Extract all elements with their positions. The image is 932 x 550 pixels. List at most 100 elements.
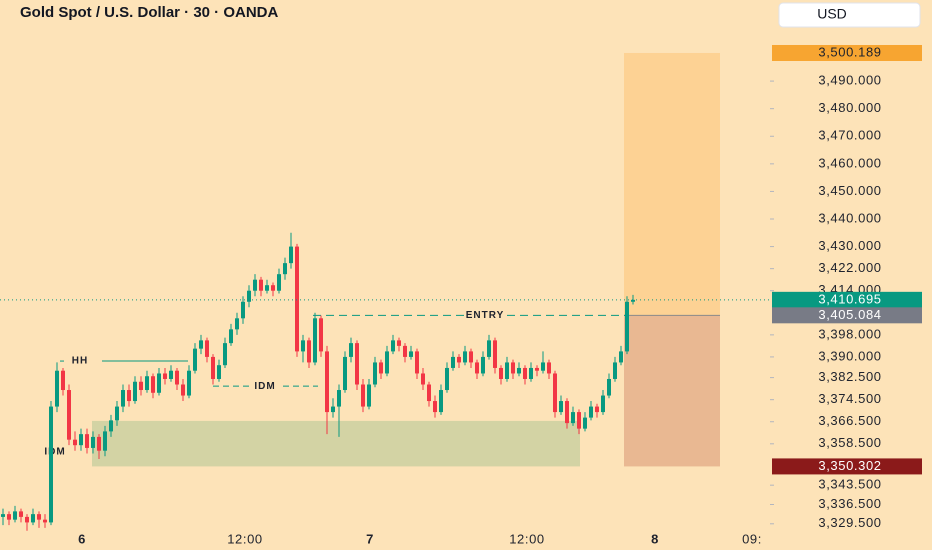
- candle-body: [295, 246, 299, 352]
- candle-body: [133, 381, 137, 402]
- candle-body: [469, 351, 473, 363]
- candle-body: [619, 351, 623, 363]
- candle-body: [271, 285, 275, 291]
- x-tick-label: 6: [78, 531, 86, 546]
- candle-body: [583, 417, 587, 429]
- y-tick-label: 3,366.500: [818, 413, 881, 428]
- candle-body: [607, 378, 611, 396]
- price-marker: [772, 307, 922, 324]
- candle-body: [385, 351, 389, 374]
- candle-body: [553, 373, 557, 413]
- candle-body: [19, 511, 23, 517]
- candle-body: [499, 367, 503, 379]
- candle-body: [445, 367, 449, 391]
- candle-body: [79, 434, 83, 446]
- candle-body: [517, 367, 521, 374]
- candle-body: [211, 356, 215, 379]
- chart-title: Gold Spot / U.S. Dollar · 30 · OANDA: [20, 4, 279, 21]
- candle-body: [259, 279, 263, 291]
- y-tick-label: 3,440.000: [818, 210, 881, 225]
- candle-body: [397, 340, 401, 346]
- x-tick-label: 09:: [742, 531, 762, 546]
- candle-body: [565, 401, 569, 424]
- y-tick-label: 3,374.500: [818, 391, 881, 406]
- candle-body: [427, 384, 431, 402]
- candle-body: [175, 370, 179, 385]
- candle-body: [145, 376, 149, 391]
- candle-body: [487, 340, 491, 357]
- candle-body: [235, 318, 239, 330]
- price-marker-label: 3,410.695: [818, 291, 881, 306]
- candle-body: [7, 514, 11, 520]
- candle-body: [481, 356, 485, 374]
- candle-body: [121, 390, 125, 407]
- candle-body: [103, 431, 107, 451]
- candle-body: [241, 301, 245, 319]
- candle-body: [247, 290, 251, 302]
- candle-body: [49, 406, 53, 523]
- stop-zone: [624, 315, 720, 467]
- candle-body: [55, 370, 59, 407]
- candle-body: [1, 514, 5, 517]
- candle-body: [67, 390, 71, 440]
- candle-body: [601, 395, 605, 413]
- x-tick-label: 8: [651, 531, 659, 546]
- candle-body: [265, 285, 269, 291]
- y-tick-label: 3,336.500: [818, 496, 881, 511]
- candle-body: [31, 514, 35, 523]
- y-tick-label: 3,490.000: [818, 73, 881, 88]
- candle-body: [415, 351, 419, 374]
- annotation-label: HH: [72, 356, 88, 367]
- candle-body: [511, 362, 515, 374]
- candle-body: [91, 436, 95, 448]
- annotation-label: IDM: [254, 381, 275, 392]
- candle-body: [421, 373, 425, 385]
- y-tick-label: 3,460.000: [818, 155, 881, 170]
- y-tick-label: 3,470.000: [818, 128, 881, 143]
- candle-body: [43, 519, 47, 523]
- candle-body: [151, 376, 155, 393]
- x-tick-label: 12:00: [227, 531, 263, 546]
- candle-body: [199, 340, 203, 349]
- candle-body: [355, 343, 359, 385]
- candle-body: [613, 362, 617, 379]
- candle-body: [523, 367, 527, 379]
- target-zone: [624, 52, 720, 316]
- y-tick-label: 3,422.000: [818, 260, 881, 275]
- annotation-label: ENTRY: [466, 310, 505, 321]
- candle-body: [373, 362, 377, 385]
- candle-body: [577, 412, 581, 429]
- candle-body: [541, 362, 545, 371]
- candle-body: [97, 436, 101, 451]
- candle-body: [277, 274, 281, 291]
- candle-body: [571, 412, 575, 424]
- candle-body: [181, 384, 185, 396]
- price-marker: [772, 44, 922, 61]
- candle-body: [559, 401, 563, 413]
- candle-body: [367, 384, 371, 407]
- candle-body: [463, 351, 467, 363]
- price-marker-label: 3,405.084: [818, 307, 881, 322]
- y-tick-label: 3,430.000: [818, 238, 881, 253]
- candle-body: [631, 299, 635, 302]
- candle-body: [37, 514, 41, 520]
- candle-body: [283, 263, 287, 275]
- y-tick-label: 3,398.000: [818, 326, 881, 341]
- candle-body: [289, 246, 293, 264]
- candle-body: [589, 406, 593, 418]
- candle-body: [433, 401, 437, 413]
- candle-body: [529, 367, 533, 379]
- candle-body: [313, 318, 317, 363]
- candle-body: [193, 348, 197, 371]
- y-tick-label: 3,358.500: [818, 435, 881, 450]
- candle-body: [349, 343, 353, 357]
- currency-button[interactable]: [778, 2, 921, 28]
- currency-label[interactable]: USD: [817, 6, 847, 22]
- y-tick-label: 3,450.000: [818, 183, 881, 198]
- candle-body: [403, 345, 407, 357]
- candle-body: [205, 340, 209, 357]
- candle-body: [331, 406, 335, 413]
- candle-body: [337, 390, 341, 407]
- x-tick-label: 12:00: [509, 531, 545, 546]
